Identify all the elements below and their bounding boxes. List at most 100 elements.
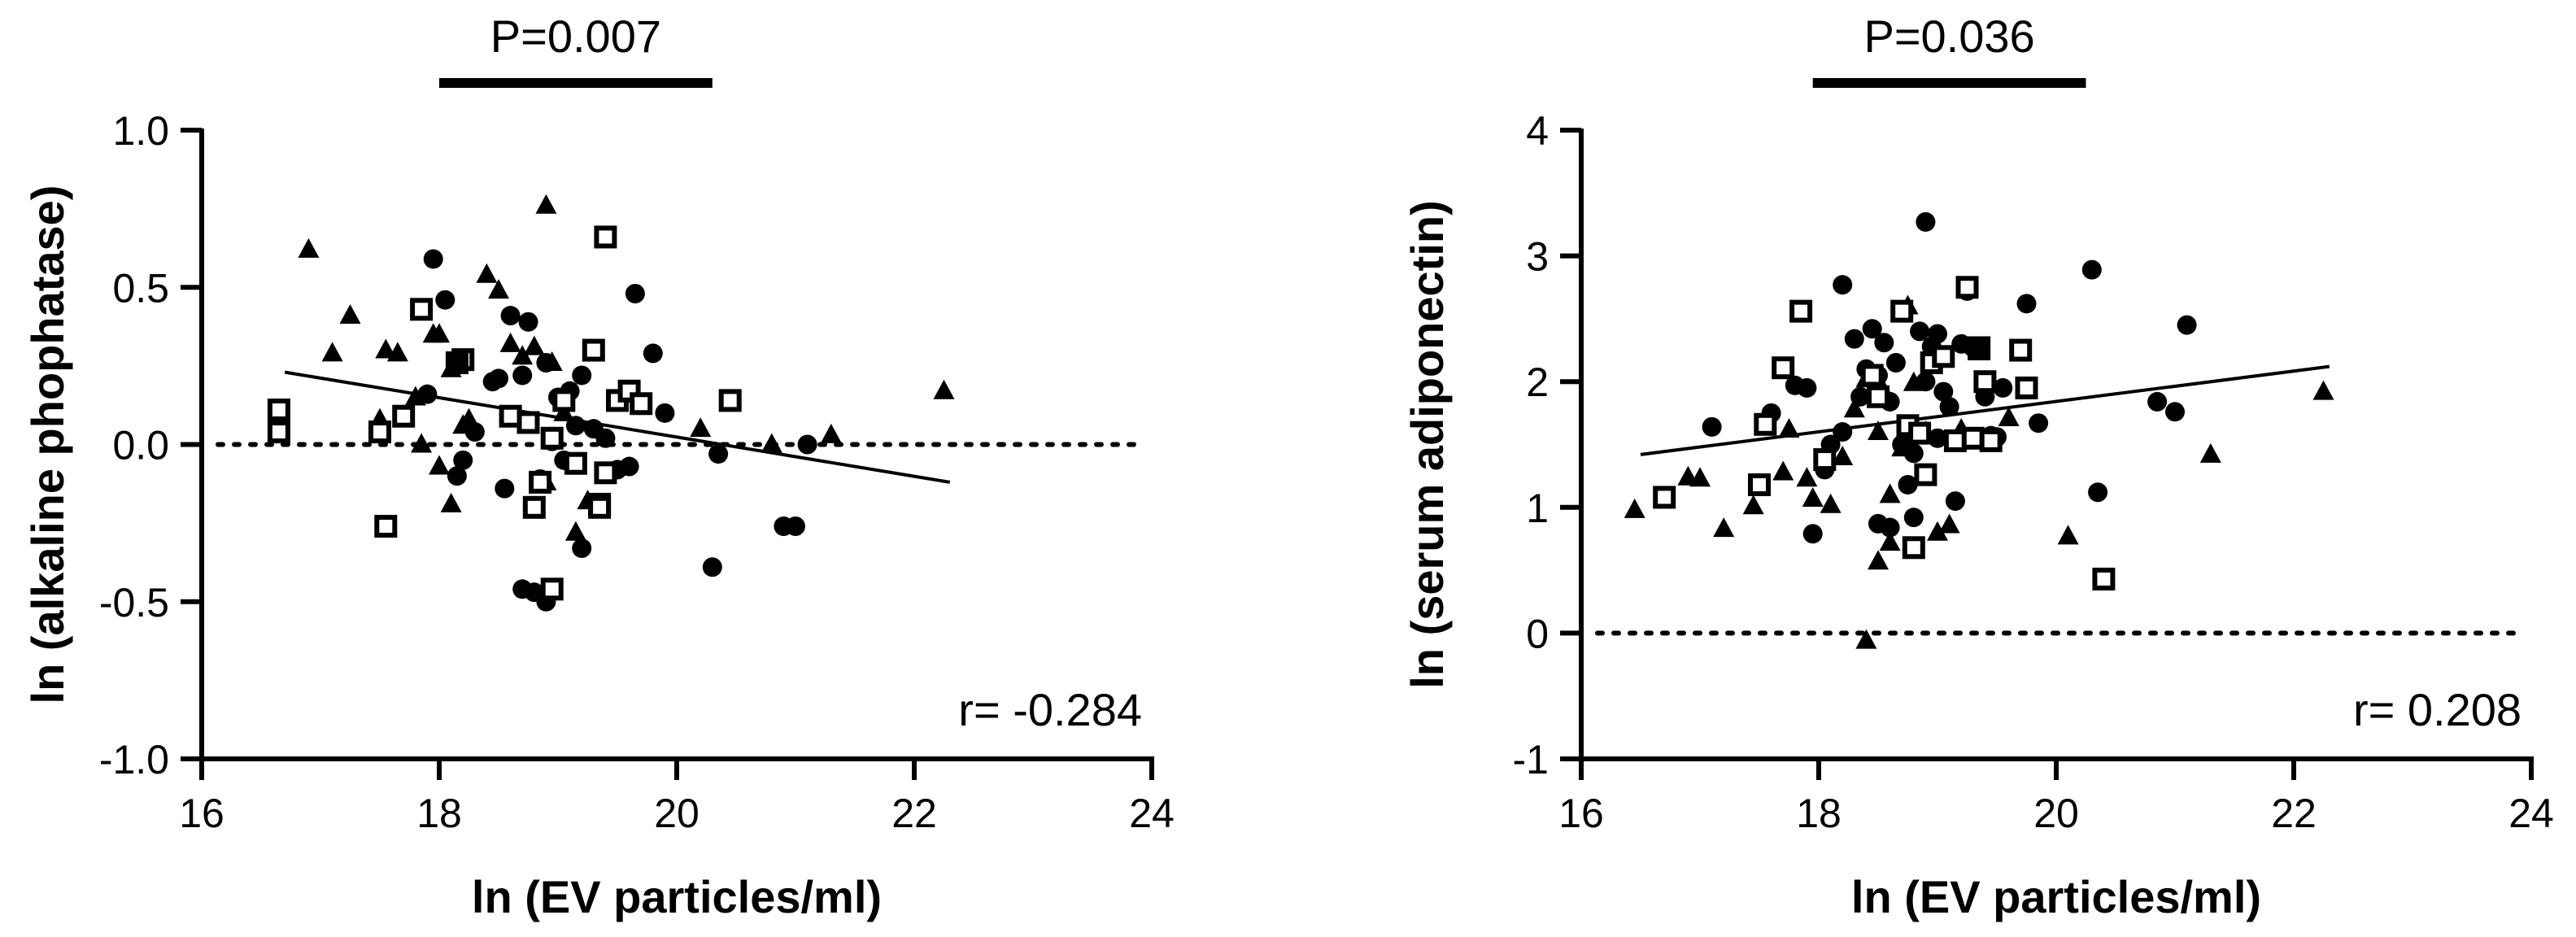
data-point-square-open <box>267 398 290 421</box>
data-point-square-open <box>582 338 605 362</box>
data-point-square-open <box>1914 463 1937 486</box>
data-point-circle <box>1797 377 1817 398</box>
data-point-triangle <box>1832 445 1854 465</box>
data-point-square-open <box>2092 567 2116 591</box>
data-point-circle <box>1928 428 1947 448</box>
data-point-triangle <box>1879 531 1901 551</box>
panel-alkaline-phosphatase: 16 18 20 22 24 -1.0 -0.5 0.0 0.5 1.0 ln (EV partic… <box>22 11 1175 922</box>
data-point-triangle <box>499 332 521 352</box>
data-point-circle <box>1702 416 1722 437</box>
x-tick-label: 22 <box>2271 791 2317 836</box>
data-point-square-open <box>718 389 742 412</box>
y-tick-label: -1.0 <box>99 737 169 782</box>
y-axis-title: ln (serum adiponectin) <box>1401 200 1453 689</box>
data-point-triangle <box>1772 460 1794 481</box>
data-point-triangle <box>523 335 545 355</box>
data-point-circle <box>1833 275 1853 295</box>
data-point-square-open <box>594 225 617 249</box>
data-point-triangle <box>386 342 408 362</box>
data-point-square-open <box>1961 426 1985 450</box>
data-point-triangle <box>2057 525 2079 545</box>
data-point-square-open <box>1943 429 1967 452</box>
data-point-circle <box>1844 329 1864 349</box>
data-point-square-open <box>1890 299 1914 323</box>
data-point-square-open <box>522 495 546 519</box>
data-point-triangle <box>404 386 426 406</box>
data-point-circle <box>1885 353 1906 373</box>
data-point-triangle <box>1998 407 2020 427</box>
data-point-triangle <box>1938 513 1960 534</box>
data-point-circle <box>500 306 521 326</box>
data-point-circle <box>518 312 538 332</box>
x-tick-label: 22 <box>891 791 937 836</box>
data-point-square-open <box>1973 370 1997 394</box>
data-point-triangle <box>375 338 397 359</box>
data-point-square-open <box>552 389 576 412</box>
data-point-circle <box>2081 259 2102 280</box>
y-axis-title: ln (alkaline phophatase) <box>22 185 73 704</box>
data-point-circle <box>2029 413 2049 434</box>
y-tick-label: 0.5 <box>112 265 169 311</box>
data-point-triangle <box>541 351 563 372</box>
data-point-circle <box>572 365 592 386</box>
data-point-triangle <box>339 304 361 325</box>
data-point-square-open <box>410 298 434 321</box>
data-point-circle <box>2147 391 2168 412</box>
data-point-square-filled <box>1968 338 1991 361</box>
data-point-circle <box>1868 513 1888 534</box>
y-tick-label: 1 <box>1526 486 1549 531</box>
data-point-triangle <box>298 238 320 258</box>
data-point-circle <box>2016 294 2037 314</box>
data-point-circle <box>495 478 515 499</box>
data-point-circle <box>2165 402 2185 422</box>
data-point-square-open <box>1748 473 1771 496</box>
data-point-circle <box>1993 377 2013 398</box>
data-point-circle <box>512 365 533 386</box>
data-point-square-open <box>630 392 653 416</box>
data-point-square-open <box>517 411 540 434</box>
data-point-triangle <box>820 423 842 443</box>
data-point-triangle <box>761 433 782 453</box>
data-point-circle <box>1898 474 1918 495</box>
data-point-triangle <box>690 417 712 438</box>
data-point-circle <box>453 450 473 470</box>
data-point-circle <box>1928 324 1947 344</box>
data-point-triangle <box>1796 467 1818 487</box>
data-point-square-open <box>540 426 564 450</box>
data-point-circle <box>1945 491 1965 512</box>
data-point-triangle <box>1843 398 1865 418</box>
data-point-triangle <box>1903 371 1924 391</box>
data-point-triangle <box>1778 417 1800 438</box>
data-point-circle <box>1903 443 1924 464</box>
data-point-square-open <box>1754 412 1777 436</box>
data-point-triangle <box>564 521 586 541</box>
data-point-circle <box>1910 321 1930 342</box>
p-value-label: P=0.007 <box>490 11 661 62</box>
data-point-triangle <box>1624 498 1645 518</box>
data-point-triangle <box>1891 437 1913 457</box>
data-point-triangle <box>411 433 433 453</box>
data-point-triangle <box>933 379 955 399</box>
data-point-triangle <box>1820 493 1842 513</box>
data-point-square-open <box>1902 536 1925 560</box>
data-point-circle <box>655 403 675 423</box>
x-tick-label: 18 <box>416 791 462 836</box>
data-point-triangle <box>2312 380 2334 400</box>
data-point-square-open <box>1813 448 1837 472</box>
regression-line <box>284 370 951 484</box>
data-point-circle <box>482 372 503 392</box>
data-point-square-open <box>1860 364 1884 387</box>
data-point-triangle <box>2199 442 2221 463</box>
data-point-square-open <box>1955 276 1979 299</box>
data-point-square-open <box>564 451 587 475</box>
data-point-triangle <box>440 492 462 512</box>
data-point-circle <box>1862 319 1882 339</box>
data-point-triangle <box>429 455 450 475</box>
y-tick-label: -0.5 <box>99 580 169 625</box>
data-point-square-open <box>1932 345 1955 368</box>
data-point-triangle <box>1742 495 1764 515</box>
data-point-circle <box>1802 524 1823 544</box>
x-axis-title: ln (EV particles/ml) <box>472 871 882 922</box>
y-tick-label: 1.0 <box>112 108 169 154</box>
data-point-square-open <box>267 421 290 444</box>
